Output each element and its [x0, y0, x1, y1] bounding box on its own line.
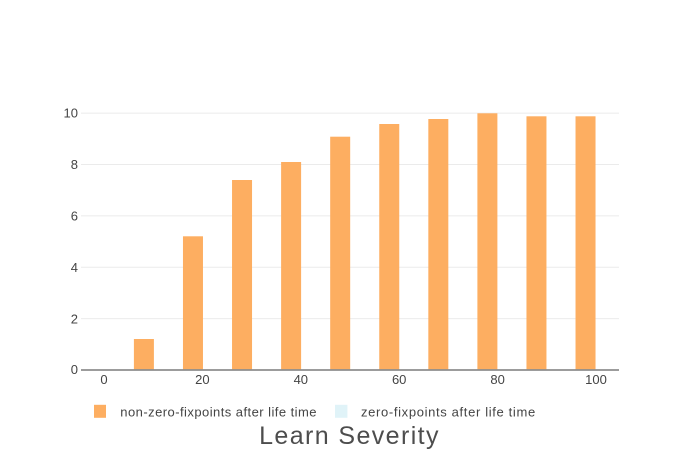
svg-text:4: 4 — [71, 260, 78, 275]
svg-text:Learn Severity: Learn Severity — [259, 422, 440, 450]
svg-text:10: 10 — [64, 106, 78, 121]
svg-text:zero-fixpoints after life time: zero-fixpoints after life time — [361, 405, 536, 420]
svg-text:non-zero-fixpoints after life: non-zero-fixpoints after life time — [120, 405, 317, 420]
svg-text:0: 0 — [71, 362, 78, 377]
svg-text:20: 20 — [195, 372, 209, 387]
svg-text:100: 100 — [585, 372, 607, 387]
svg-text:40: 40 — [294, 372, 308, 387]
svg-text:80: 80 — [490, 372, 504, 387]
svg-text:0: 0 — [100, 372, 107, 387]
svg-text:60: 60 — [392, 372, 406, 387]
svg-text:8: 8 — [71, 157, 78, 172]
svg-text:6: 6 — [71, 209, 78, 224]
svg-text:2: 2 — [71, 311, 78, 326]
